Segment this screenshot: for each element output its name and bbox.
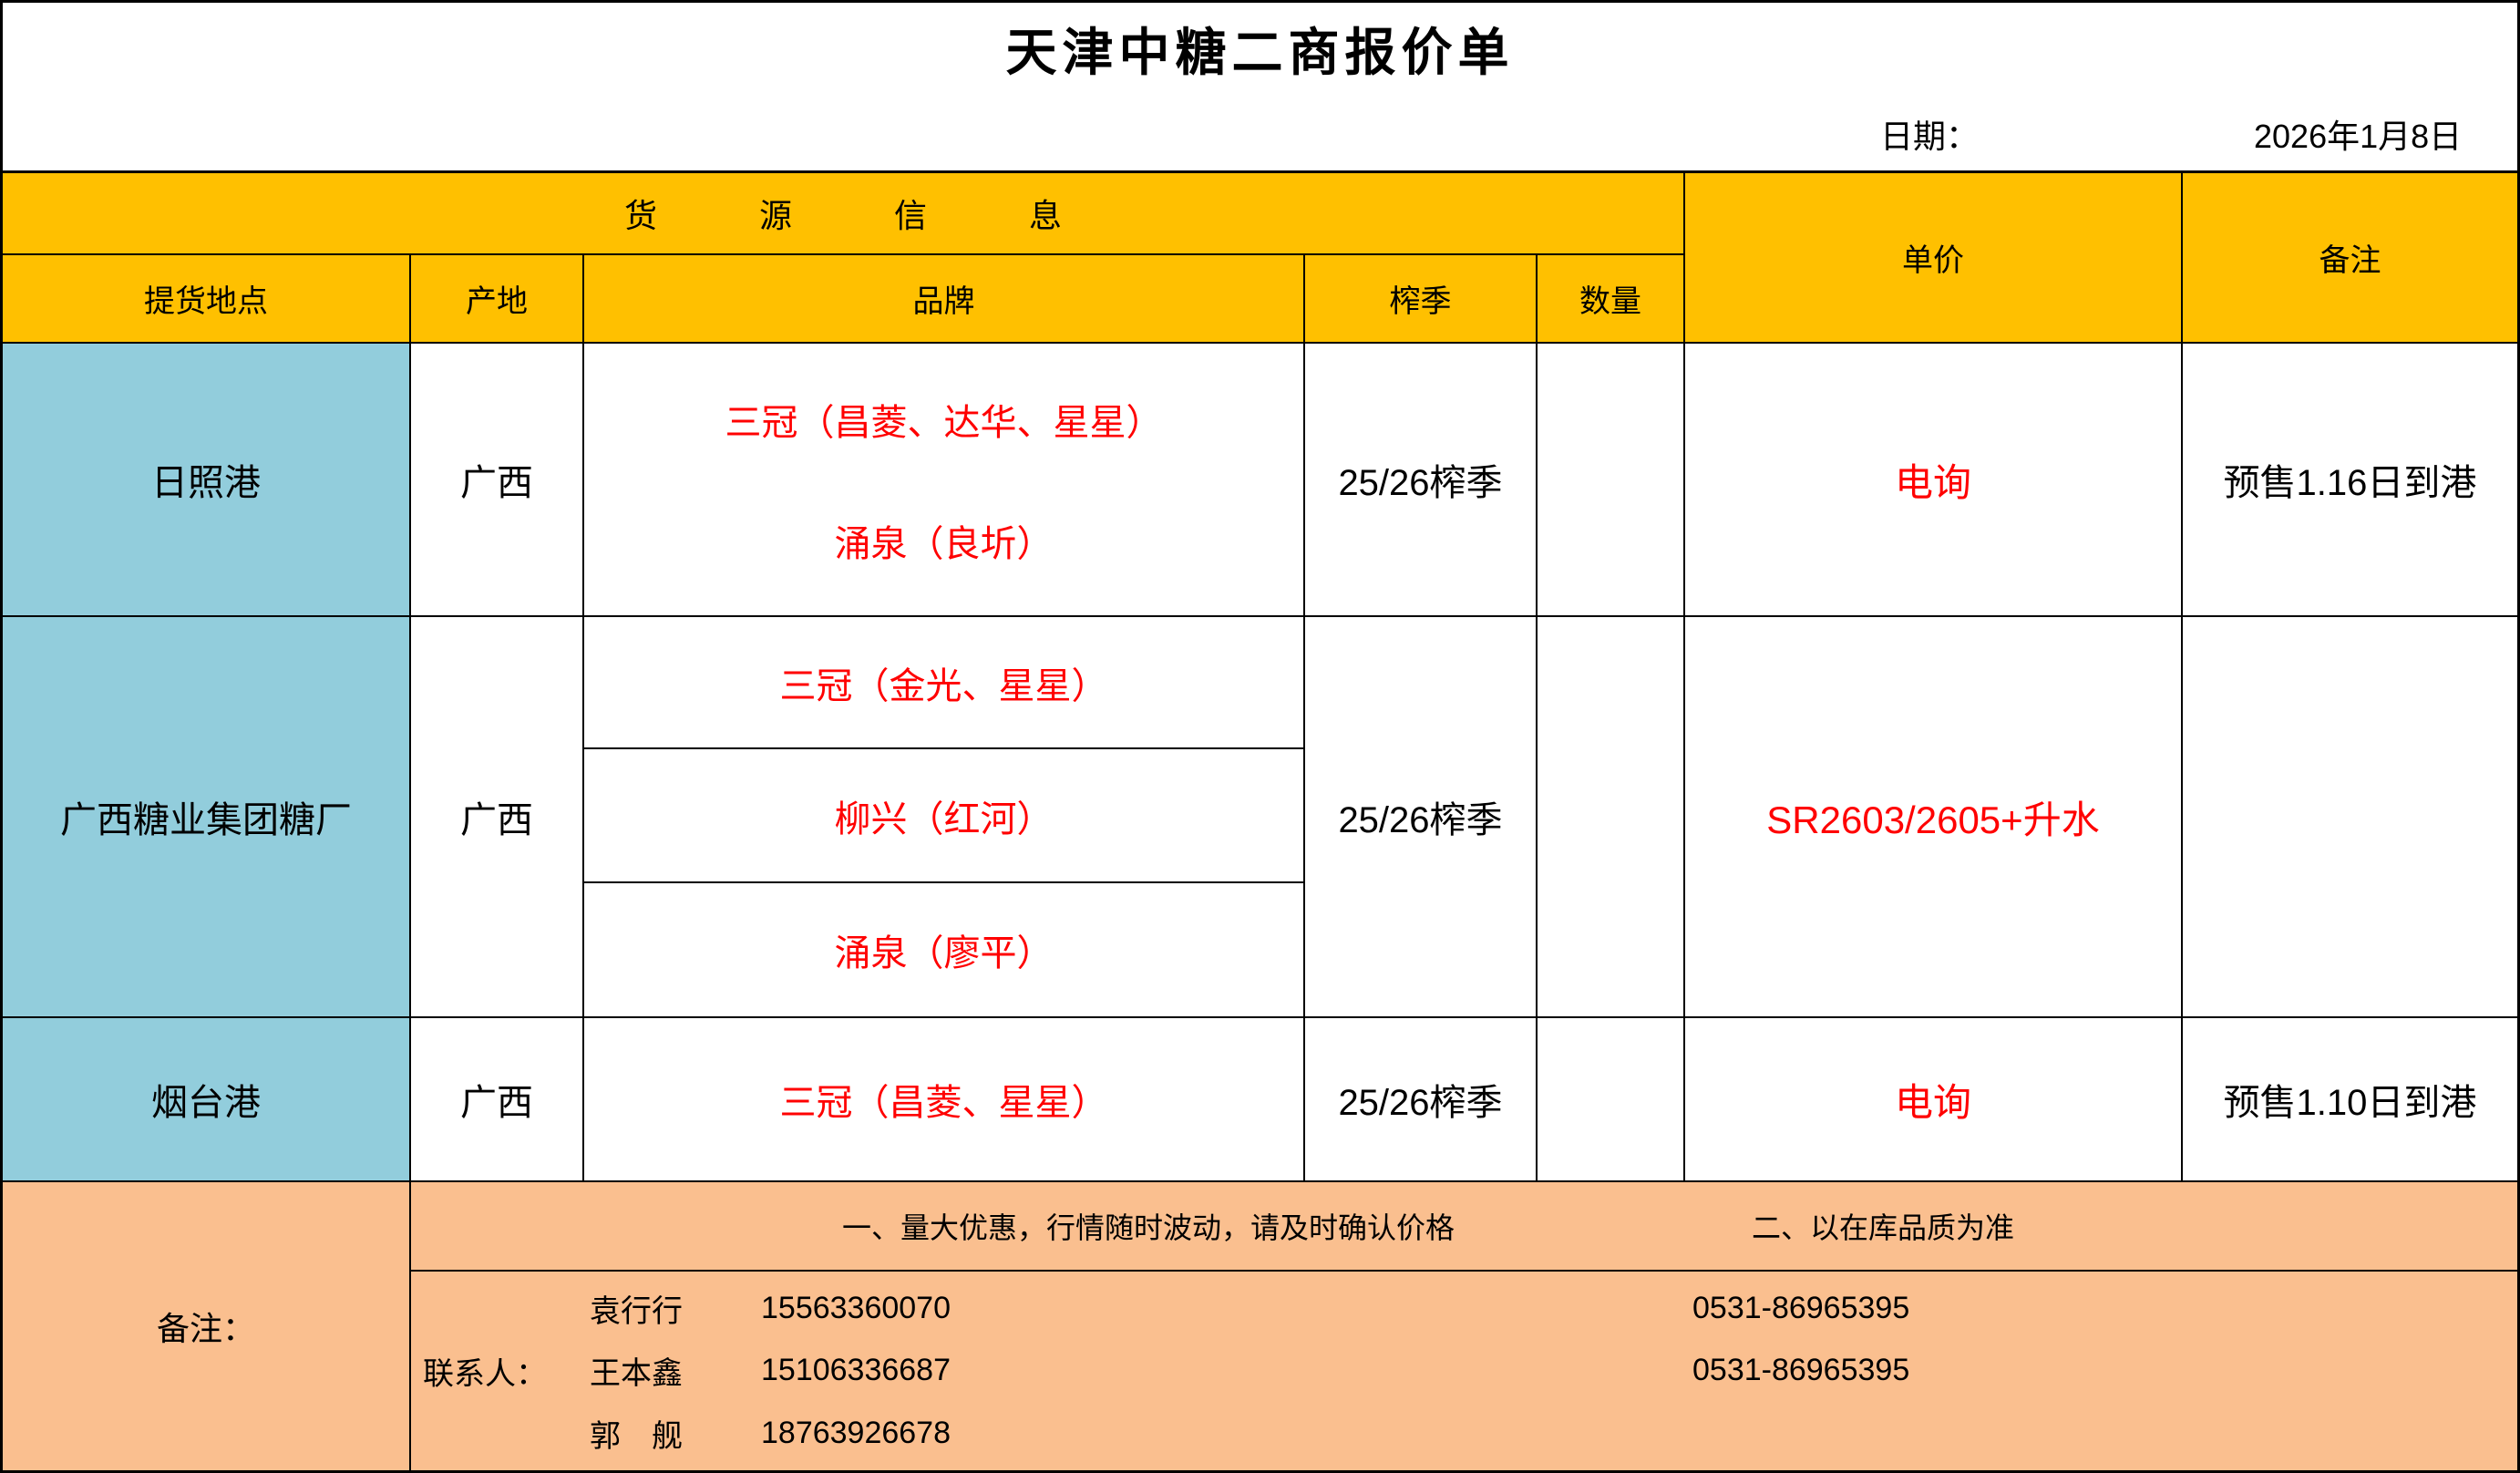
contact-row: 袁行行 15563360070 0531-86965395 bbox=[411, 1278, 2517, 1338]
footer-note-1: 一、量大优惠，行情随时波动，请及时确认价格 bbox=[842, 1211, 1455, 1244]
footer-remarks-label: 备注： bbox=[3, 1182, 411, 1470]
contact-mobile: 18763926678 bbox=[761, 1416, 951, 1451]
contact-mobile: 15106336687 bbox=[761, 1353, 951, 1388]
contact-name: 王本鑫 bbox=[590, 1356, 683, 1392]
sheet-header: 天津中糖二商报价单 日期： 2026年1月8日 bbox=[3, 3, 2517, 170]
brand-cell-row2-sub2: 柳兴（红河） bbox=[584, 749, 1305, 883]
quantity-cell-row1 bbox=[1538, 344, 1685, 617]
header-season: 榨季 bbox=[1305, 255, 1538, 344]
note-cell-row3: 预售1.10日到港 bbox=[2183, 1018, 2517, 1182]
pickup-cell-row1: 日照港 bbox=[3, 344, 411, 617]
price-cell-row3: 电询 bbox=[1685, 1018, 2183, 1182]
header-brand: 品牌 bbox=[584, 255, 1305, 344]
header-note: 备注 bbox=[2183, 170, 2517, 344]
brand-cell-row1: 三冠（昌菱、达华、星星） 涌泉（良圻） bbox=[584, 344, 1305, 617]
contact-office-phone: 0531-86965395 bbox=[1692, 1353, 1910, 1388]
brand-line: 三冠（昌菱、达华、星星） bbox=[725, 402, 1163, 443]
season-cell-row3: 25/26榨季 bbox=[1305, 1018, 1538, 1182]
date-value: 2026年1月8日 bbox=[2254, 118, 2463, 155]
brand-cell-row3: 三冠（昌菱、星星） bbox=[584, 1018, 1305, 1182]
quotation-table: 货源信息 单价 备注 提货地点 产地 品牌 榨季 数量 日照港 广西 三冠（昌菱… bbox=[3, 170, 2517, 1470]
footer-notes-row: 一、量大优惠，行情随时波动，请及时确认价格 二、以在库品质为准 bbox=[411, 1182, 2517, 1272]
quantity-cell-row2 bbox=[1538, 617, 1685, 1018]
season-cell-row2: 25/26榨季 bbox=[1305, 617, 1538, 1018]
contact-mobile: 15563360070 bbox=[761, 1290, 951, 1325]
note-cell-row2 bbox=[2183, 617, 2517, 1018]
contact-name: 郭 舰 bbox=[590, 1419, 683, 1455]
brand-cell-row2-sub1: 三冠（金光、星星） bbox=[584, 617, 1305, 749]
origin-cell-row2: 广西 bbox=[411, 617, 584, 1018]
header-origin: 产地 bbox=[411, 255, 584, 344]
contact-row: 王本鑫 15106336687 0531-86965395 bbox=[411, 1341, 2517, 1401]
header-quantity: 数量 bbox=[1538, 255, 1685, 344]
contact-office-phone: 0531-86965395 bbox=[1692, 1290, 1910, 1325]
quantity-cell-row3 bbox=[1538, 1018, 1685, 1182]
header-price: 单价 bbox=[1685, 170, 2183, 344]
price-cell-row2: SR2603/2605+升水 bbox=[1685, 617, 2183, 1018]
note-cell-row1: 预售1.16日到港 bbox=[2183, 344, 2517, 617]
pickup-cell-row3: 烟台港 bbox=[3, 1018, 411, 1182]
footer-contacts-block: 联系人： 袁行行 15563360070 0531-86965395 王本鑫 1… bbox=[411, 1272, 2517, 1470]
pickup-cell-row2: 广西糖业集团糖厂 bbox=[3, 617, 411, 1018]
page-title: 天津中糖二商报价单 bbox=[1005, 24, 1515, 81]
brand-line: 涌泉（良圻） bbox=[834, 523, 1054, 564]
price-cell-row1: 电询 bbox=[1685, 344, 2183, 617]
origin-cell-row3: 广西 bbox=[411, 1018, 584, 1182]
contact-row: 郭 舰 18763926678 bbox=[411, 1404, 2517, 1464]
header-pickup: 提货地点 bbox=[3, 255, 411, 344]
contact-name: 袁行行 bbox=[590, 1293, 683, 1329]
origin-cell-row1: 广西 bbox=[411, 344, 584, 617]
footer-note-2: 二、以在库品质为准 bbox=[1752, 1211, 2015, 1244]
season-cell-row1: 25/26榨季 bbox=[1305, 344, 1538, 617]
group-header-supply-info: 货源信息 bbox=[3, 170, 1685, 255]
contact-label: 联系人： bbox=[423, 1356, 547, 1392]
brand-cell-row2-sub3: 涌泉（廖平） bbox=[584, 883, 1305, 1018]
date-label: 日期： bbox=[1880, 118, 1980, 155]
